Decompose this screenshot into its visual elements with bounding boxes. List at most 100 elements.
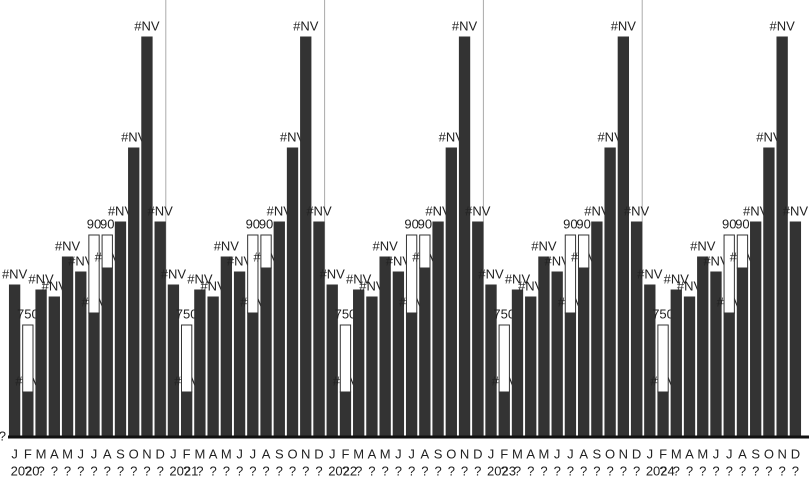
data-label: 750 bbox=[176, 306, 198, 321]
data-label: #NV bbox=[161, 266, 187, 281]
sub-label: ? bbox=[342, 463, 349, 478]
x-tick-label: J bbox=[78, 446, 85, 461]
data-label: #NV bbox=[200, 278, 226, 293]
bar bbox=[180, 324, 193, 393]
x-tick-label: S bbox=[116, 446, 125, 461]
data-label: #NV bbox=[42, 278, 68, 293]
data-label: 750 bbox=[652, 306, 674, 321]
bar bbox=[61, 256, 74, 438]
data-label: 750 bbox=[335, 306, 357, 321]
data-label: #NV bbox=[108, 203, 134, 218]
data-label: #NV bbox=[664, 271, 690, 286]
x-tick-label: J bbox=[408, 446, 415, 461]
x-tick-label: O bbox=[287, 446, 297, 461]
x-tick-label: F bbox=[183, 446, 191, 461]
bar bbox=[630, 221, 643, 438]
sub-label: ? bbox=[434, 463, 441, 478]
data-label: #NV bbox=[134, 18, 160, 33]
data-label: #NV bbox=[187, 271, 213, 286]
x-tick-label: A bbox=[209, 446, 218, 461]
x-tick-label: O bbox=[764, 446, 774, 461]
data-label: #NV bbox=[227, 253, 253, 268]
x-tick-label: J bbox=[395, 446, 402, 461]
sub-label: ? bbox=[673, 463, 680, 478]
data-label: #NV bbox=[267, 203, 293, 218]
data-label: 90 bbox=[576, 216, 590, 231]
x-tick-label: M bbox=[36, 446, 47, 461]
data-label: #NV bbox=[280, 129, 306, 144]
bar bbox=[154, 221, 166, 438]
sub-label: ? bbox=[315, 463, 322, 478]
data-label: #NV bbox=[293, 18, 319, 33]
x-tick-label: S bbox=[593, 446, 602, 461]
sub-label: ? bbox=[408, 463, 415, 478]
sub-label: ? bbox=[501, 463, 508, 478]
x-tick-label: S bbox=[434, 446, 443, 461]
bar bbox=[88, 312, 100, 438]
bar bbox=[353, 289, 365, 438]
sub-label: ? bbox=[752, 463, 759, 478]
bar bbox=[419, 267, 431, 438]
sub-label: ? bbox=[712, 463, 719, 478]
sub-label: ? bbox=[395, 463, 402, 478]
sub-label: ? bbox=[368, 463, 375, 478]
bar bbox=[776, 36, 788, 438]
sub-label: ? bbox=[143, 463, 150, 478]
sub-label: ? bbox=[580, 463, 587, 478]
sub-label: ? bbox=[779, 463, 786, 478]
bar bbox=[313, 221, 325, 438]
x-tick-label: N bbox=[142, 446, 151, 461]
x-tick-label: J bbox=[329, 446, 336, 461]
data-label: #NV bbox=[55, 238, 81, 253]
x-tick-label: O bbox=[129, 446, 139, 461]
sub-label: ? bbox=[726, 463, 733, 478]
x-tick-label: M bbox=[62, 446, 73, 461]
data-label: #NV bbox=[531, 238, 557, 253]
data-label: #NV bbox=[611, 18, 637, 33]
x-tick-label: A bbox=[738, 446, 747, 461]
x-tick-label: A bbox=[685, 446, 694, 461]
sub-label: ? bbox=[593, 463, 600, 478]
data-label: #NV bbox=[703, 253, 729, 268]
x-tick-label: M bbox=[380, 446, 391, 461]
x-tick-label: A bbox=[368, 446, 377, 461]
bar bbox=[247, 234, 259, 314]
bar bbox=[419, 234, 431, 269]
x-tick-label: D bbox=[155, 446, 164, 461]
x-tick-label: N bbox=[301, 446, 310, 461]
bar bbox=[141, 36, 153, 438]
bar bbox=[405, 234, 418, 314]
sub-label: ? bbox=[223, 463, 230, 478]
sub-label: ? bbox=[196, 463, 203, 478]
bar bbox=[35, 289, 47, 438]
data-label: #NV bbox=[359, 278, 385, 293]
bar bbox=[498, 324, 510, 393]
bar bbox=[723, 312, 735, 438]
x-tick-label: M bbox=[194, 446, 205, 461]
sub-label: ? bbox=[382, 463, 389, 478]
x-tick-label: J bbox=[647, 446, 654, 461]
bar bbox=[405, 312, 418, 438]
data-label: #NV bbox=[148, 203, 174, 218]
data-label: #NV bbox=[68, 253, 94, 268]
data-label: 90 bbox=[404, 216, 418, 231]
bar bbox=[180, 391, 193, 438]
bar bbox=[525, 296, 537, 438]
bar bbox=[247, 312, 259, 438]
data-label: #NV bbox=[545, 253, 571, 268]
group-label: 2024 bbox=[646, 463, 675, 478]
data-label: #NV bbox=[597, 129, 623, 144]
sub-label: ? bbox=[37, 463, 44, 478]
bar bbox=[339, 391, 352, 438]
sub-label: ? bbox=[567, 463, 574, 478]
group-label: 2020 bbox=[11, 463, 40, 478]
data-label: 90 bbox=[259, 216, 273, 231]
data-label: #NV bbox=[214, 238, 240, 253]
x-tick-label: D bbox=[632, 446, 641, 461]
sub-label: ? bbox=[249, 463, 256, 478]
bar bbox=[683, 296, 696, 438]
data-label: #NV bbox=[770, 18, 796, 33]
x-tick-label: N bbox=[619, 446, 628, 461]
data-label: 750 bbox=[17, 306, 39, 321]
